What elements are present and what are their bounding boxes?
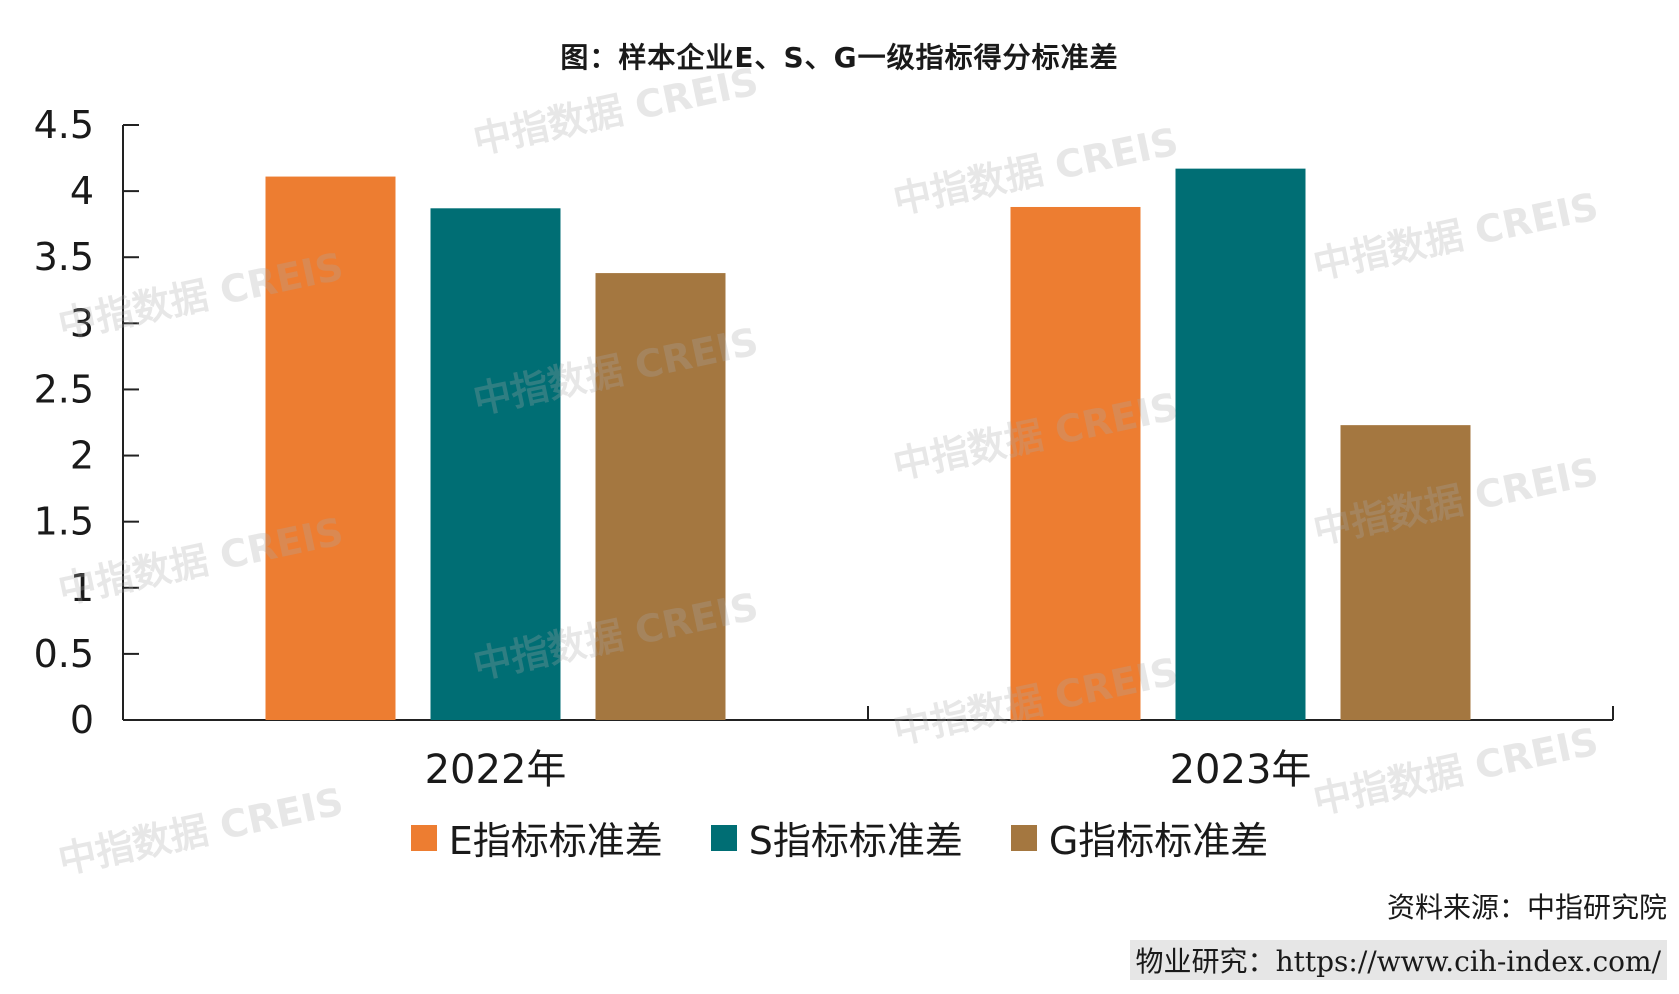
legend-item-e: E指标标准差 xyxy=(410,810,663,865)
legend-item-g: G指标标准差 xyxy=(1010,810,1269,865)
y-tick-label: 3 xyxy=(70,301,94,345)
y-tick-label: 4.5 xyxy=(34,103,94,147)
bar-g-1 xyxy=(1340,425,1471,720)
y-tick-label: 0.5 xyxy=(34,632,94,676)
y-tick-label: 1 xyxy=(70,566,94,610)
site-url: https://www.cih-index.com/ xyxy=(1275,945,1661,978)
chart-legend: E指标标准差 S指标标准差 G指标标准差 xyxy=(0,810,1679,865)
y-tick-label: 2.5 xyxy=(34,367,94,411)
bar-s-0 xyxy=(430,208,561,721)
legend-swatch-s xyxy=(710,824,737,851)
bar-e-0 xyxy=(265,176,396,721)
legend-label-e: E指标标准差 xyxy=(448,819,663,863)
legend-swatch-e xyxy=(410,824,437,851)
legend-label-g: G指标标准差 xyxy=(1048,819,1269,863)
legend-label-s: S指标标准差 xyxy=(748,819,963,863)
x-category-label: 2022年 xyxy=(425,747,567,793)
site-label: 物业研究： xyxy=(1135,945,1276,978)
bar-e-1 xyxy=(1010,206,1141,720)
y-tick-label: 1.5 xyxy=(34,500,94,544)
y-tick-label: 3.5 xyxy=(34,235,94,279)
chart-title: 图：样本企业E、S、G一级指标得分标准差 xyxy=(560,41,1119,74)
bar-g-0 xyxy=(595,273,726,720)
site-footer: 物业研究：https://www.cih-index.com/ xyxy=(1129,940,1667,980)
source-note: 资料来源：中指研究院 xyxy=(1386,891,1667,924)
legend-swatch-g xyxy=(1010,824,1037,851)
y-tick-label: 2 xyxy=(70,434,94,478)
bar-s-1 xyxy=(1175,168,1306,721)
legend-item-s: S指标标准差 xyxy=(710,810,963,865)
y-tick-label: 0 xyxy=(70,698,94,742)
x-category-label: 2023年 xyxy=(1170,747,1312,793)
y-tick-label: 4 xyxy=(70,169,94,213)
